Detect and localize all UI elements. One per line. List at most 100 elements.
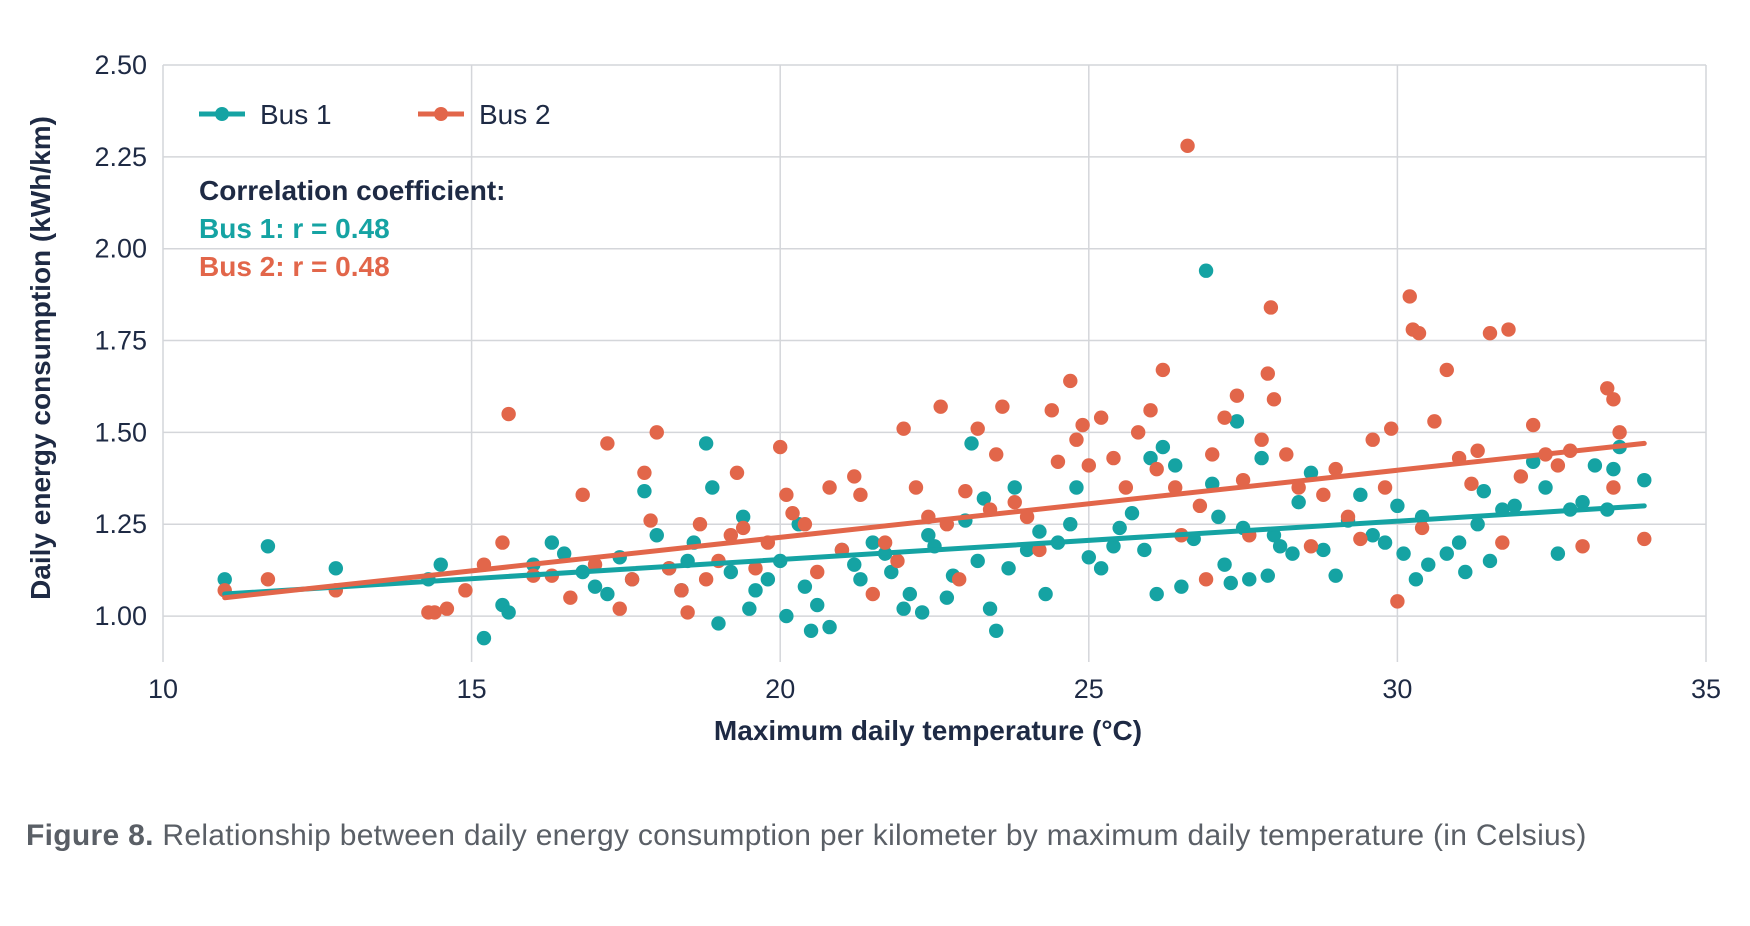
- legend-marker-bus-2: [434, 107, 448, 121]
- point-bus-2: [1612, 425, 1627, 440]
- point-bus-2: [865, 586, 880, 602]
- point-bus-1: [1587, 458, 1603, 473]
- point-bus-2: [1402, 289, 1417, 304]
- point-bus-2: [896, 421, 911, 436]
- point-bus-2: [1205, 447, 1220, 462]
- point-bus-2: [1606, 480, 1621, 495]
- point-bus-1: [1303, 465, 1319, 480]
- point-bus-2: [1149, 461, 1164, 477]
- point-bus-2: [989, 447, 1004, 462]
- point-bus-1: [476, 630, 492, 646]
- point-bus-2: [1050, 454, 1066, 469]
- point-bus-2: [1155, 362, 1171, 378]
- point-bus-1: [797, 579, 813, 594]
- x-tick-label: 20: [765, 674, 795, 704]
- point-bus-2: [1353, 531, 1368, 547]
- point-bus-1: [1063, 517, 1078, 532]
- point-bus-2: [822, 480, 837, 495]
- point-bus-1: [433, 557, 448, 572]
- point-bus-1: [1229, 414, 1245, 429]
- point-bus-1: [1266, 528, 1282, 543]
- point-bus-1: [217, 572, 232, 587]
- point-bus-2: [624, 572, 640, 587]
- point-bus-2: [1470, 443, 1485, 458]
- point-bus-1: [501, 605, 516, 620]
- point-bus-1: [1316, 542, 1331, 558]
- point-bus-2: [1266, 392, 1282, 407]
- point-bus-2: [1143, 403, 1158, 418]
- caption-text: Relationship between daily energy consum…: [153, 819, 1587, 852]
- point-bus-2: [458, 583, 473, 598]
- point-bus-1: [328, 561, 344, 576]
- point-bus-1: [1408, 572, 1424, 587]
- point-bus-2: [1525, 417, 1541, 433]
- point-bus-2: [853, 487, 868, 503]
- point-bus-2: [1254, 432, 1269, 447]
- trendline-bus-2: [222, 440, 1647, 601]
- point-bus-1: [939, 590, 955, 605]
- point-bus-2: [723, 528, 739, 543]
- point-bus-2: [501, 406, 516, 422]
- point-bus-1: [711, 616, 726, 631]
- correlation-bus-2: Bus 2: r = 0.48: [199, 251, 390, 282]
- point-bus-2: [1365, 432, 1380, 447]
- point-bus-2: [995, 399, 1010, 414]
- point-bus-1: [1174, 579, 1189, 594]
- trendline-bus-1: [222, 503, 1647, 597]
- point-bus-2: [908, 480, 924, 495]
- point-bus-1: [1606, 461, 1621, 477]
- point-bus-1: [1106, 539, 1121, 554]
- point-bus-1: [1575, 494, 1590, 510]
- point-bus-2: [1303, 539, 1319, 554]
- legend-label-bus-1: Bus 1: [260, 99, 332, 130]
- point-bus-1: [914, 605, 930, 620]
- point-bus-1: [896, 601, 911, 616]
- point-bus-2: [692, 517, 708, 532]
- y-tick-label: 1.00: [94, 601, 147, 631]
- point-bus-1: [1124, 506, 1140, 521]
- point-bus-2: [1130, 425, 1146, 440]
- point-bus-2: [933, 399, 948, 414]
- point-bus-1: [1205, 476, 1220, 492]
- point-bus-1: [1470, 517, 1485, 532]
- point-bus-1: [902, 586, 918, 602]
- point-bus-1: [260, 539, 276, 554]
- caption-label: Figure 8.: [26, 819, 154, 852]
- point-bus-1: [1137, 542, 1152, 558]
- point-bus-1: [1143, 450, 1158, 466]
- point-bus-2: [1263, 300, 1279, 315]
- point-bus-2: [1575, 539, 1590, 554]
- point-bus-1: [1439, 546, 1454, 561]
- correlation-bus-1: Bus 1: r = 0.48: [199, 213, 390, 244]
- point-bus-2: [1328, 461, 1343, 477]
- point-bus-2: [698, 572, 714, 587]
- point-bus-1: [1038, 586, 1053, 602]
- legend-marker-bus-1: [215, 107, 229, 121]
- point-bus-2: [1044, 403, 1059, 418]
- point-bus-2: [1482, 325, 1498, 341]
- y-tick-label: 2.25: [94, 142, 147, 172]
- point-bus-1: [1260, 568, 1275, 583]
- point-bus-2: [890, 553, 905, 569]
- legend: Bus 1 Bus 2: [199, 99, 551, 130]
- point-bus-1: [760, 572, 776, 587]
- point-bus-1: [989, 623, 1004, 638]
- point-bus-2: [1007, 494, 1022, 510]
- point-bus-2: [1316, 487, 1331, 503]
- point-bus-1: [1217, 557, 1232, 572]
- x-tick-label: 35: [1691, 674, 1721, 704]
- point-bus-2: [1377, 480, 1393, 495]
- figure-caption: Figure 8. Relationship between daily ene…: [26, 812, 1726, 860]
- point-bus-1: [1001, 561, 1016, 576]
- point-bus-2: [970, 421, 985, 436]
- point-bus-2: [847, 469, 862, 484]
- point-bus-1: [1377, 535, 1393, 550]
- x-tick-label: 25: [1074, 674, 1104, 704]
- point-bus-2: [575, 487, 590, 503]
- x-axis-title: Maximum daily temperature (°C): [714, 715, 1142, 746]
- point-bus-2: [1439, 362, 1454, 378]
- point-bus-2: [680, 605, 695, 620]
- point-bus-1: [847, 557, 862, 572]
- point-bus-1: [779, 608, 794, 624]
- point-bus-2: [1495, 535, 1510, 550]
